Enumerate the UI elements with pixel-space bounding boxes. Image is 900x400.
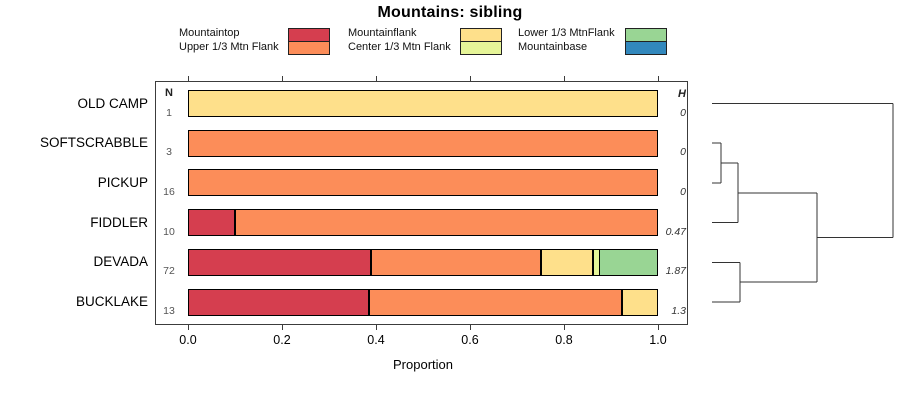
legend-swatch — [460, 28, 502, 42]
bar-segment — [188, 288, 369, 316]
bar-segment — [188, 129, 658, 157]
x-tick-bottom — [658, 325, 659, 330]
x-tick-bottom — [282, 325, 283, 330]
plot-area — [155, 81, 688, 325]
x-tick-top — [564, 76, 565, 81]
x-tick-label: 0.4 — [367, 333, 385, 347]
legend-swatch — [625, 28, 667, 42]
legend-swatch — [625, 41, 667, 55]
chart-title: Mountains: sibling — [377, 4, 523, 21]
h-column-header: H — [678, 88, 686, 100]
legend-label-column: Lower 1/3 MtnFlank Mountainbase — [518, 26, 615, 54]
legend-label: Center 1/3 Mtn Flank — [348, 41, 451, 53]
bar-segment — [592, 248, 600, 276]
bar-segment — [370, 248, 541, 276]
legend-label-column: Mountaintop Upper 1/3 Mtn Flank — [179, 26, 279, 54]
h-value: 0 — [680, 146, 686, 159]
legend-label: Mountainflank — [348, 27, 417, 39]
x-tick-top — [470, 76, 471, 81]
h-value: 0 — [680, 185, 686, 198]
n-value: 13 — [163, 305, 175, 317]
x-tick-bottom — [564, 325, 565, 330]
n-value: 3 — [166, 146, 172, 159]
row-label: DEVADA — [93, 254, 148, 270]
bar-segment — [188, 169, 658, 197]
x-tick-top — [376, 76, 377, 81]
bar-segment — [188, 90, 658, 117]
legend-label: Mountaintop — [179, 27, 240, 39]
row-label: PICKUP — [97, 174, 148, 190]
x-tick-bottom — [188, 325, 189, 330]
n-value: 72 — [163, 265, 175, 278]
bar-segment — [188, 209, 235, 237]
legend-label: Lower 1/3 MtnFlank — [518, 27, 615, 39]
h-value: 0 — [680, 106, 686, 119]
bar-segment — [540, 248, 593, 276]
row-label: OLD CAMP — [77, 95, 148, 111]
n-value: 1 — [166, 106, 172, 119]
h-value: 0.47 — [665, 225, 686, 238]
h-value: 1.87 — [665, 265, 686, 278]
x-axis-label: Proportion — [393, 357, 453, 372]
bar-segment — [621, 288, 658, 316]
legend-label: Upper 1/3 Mtn Flank — [179, 41, 279, 53]
x-tick-top — [188, 76, 189, 81]
legend-swatch — [460, 41, 502, 55]
x-tick-top — [658, 76, 659, 81]
x-tick-label: 1.0 — [649, 333, 667, 347]
x-tick-label: 0.2 — [273, 333, 291, 347]
x-tick-label: 0.0 — [179, 333, 197, 347]
legend-label: Mountainbase — [518, 41, 588, 53]
bar-segment — [368, 288, 622, 316]
row-label: BUCKLAKE — [75, 294, 148, 309]
bar-segment — [599, 248, 659, 276]
x-tick-label: 0.6 — [461, 333, 479, 347]
bar-segment — [235, 209, 658, 237]
row-label: FIDDLER — [90, 214, 148, 230]
h-value: 1.3 — [671, 305, 686, 317]
n-column-header: N — [165, 87, 173, 99]
legend-swatch — [288, 41, 330, 55]
x-tick-bottom — [470, 325, 471, 330]
x-tick-bottom — [376, 325, 377, 330]
legend-label-column: Mountainflank Center 1/3 Mtn Flank — [348, 26, 451, 54]
n-value: 10 — [163, 225, 175, 238]
bar-segment — [188, 248, 371, 276]
x-tick-top — [282, 76, 283, 81]
legend-swatch — [288, 28, 330, 42]
n-value: 16 — [163, 185, 175, 198]
x-tick-label: 0.8 — [555, 333, 573, 347]
row-label: SOFTSCRABBLE — [39, 135, 148, 151]
